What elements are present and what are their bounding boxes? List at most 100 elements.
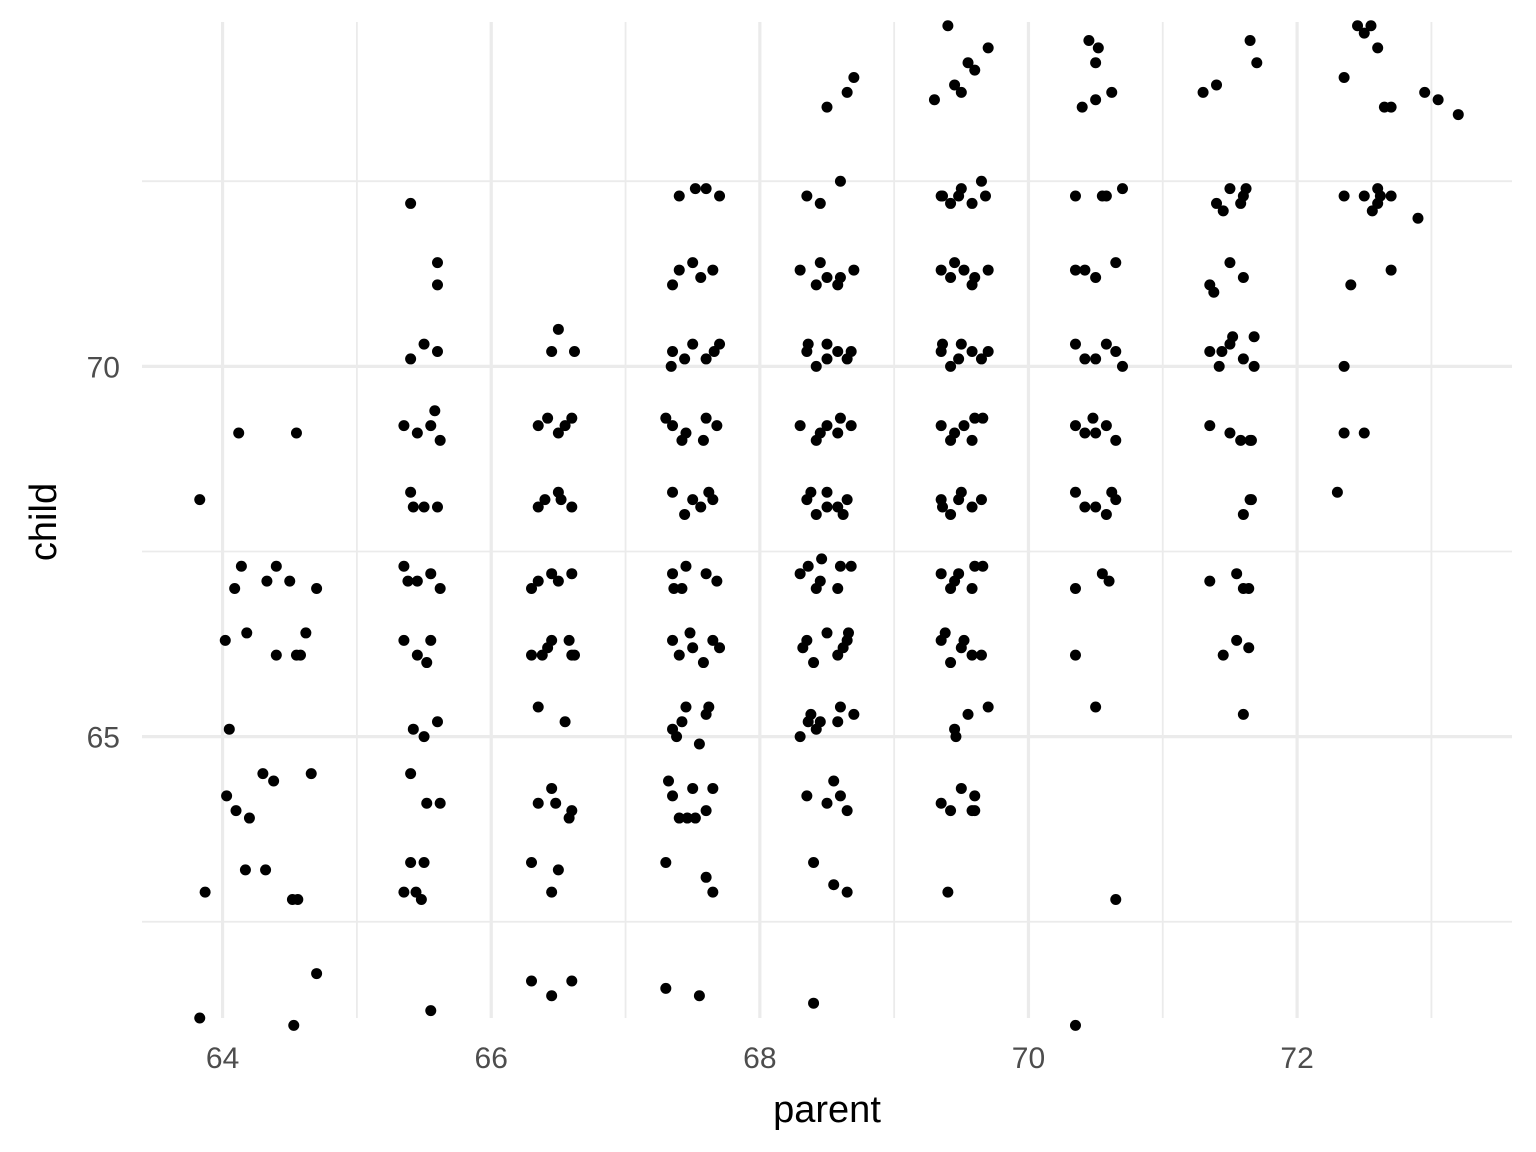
data-point: [689, 183, 701, 195]
data-point: [834, 412, 846, 424]
data-point: [841, 805, 853, 817]
data-point: [1069, 264, 1081, 276]
data-point: [526, 856, 538, 868]
data-point: [982, 42, 994, 54]
data-point: [1204, 420, 1216, 432]
data-point: [665, 360, 677, 372]
data-point: [821, 486, 833, 498]
data-point: [945, 582, 957, 594]
data-point: [1237, 271, 1249, 283]
data-point: [1385, 190, 1397, 202]
data-point: [953, 494, 965, 506]
data-point: [532, 575, 544, 587]
data-point: [1358, 427, 1370, 439]
data-point: [1243, 582, 1255, 594]
data-point: [687, 494, 699, 506]
data-point: [405, 856, 417, 868]
data-point: [1213, 360, 1225, 372]
data-point: [828, 775, 840, 787]
data-point: [821, 627, 833, 639]
data-point: [676, 582, 688, 594]
data-point: [1248, 331, 1260, 343]
data-point: [832, 346, 844, 358]
data-point: [982, 701, 994, 713]
data-point: [1110, 434, 1122, 446]
data-point: [1243, 642, 1255, 654]
data-point: [689, 812, 701, 824]
data-point: [680, 560, 692, 572]
data-point: [536, 649, 548, 661]
data-point: [975, 175, 987, 187]
data-point: [676, 716, 688, 728]
data-point: [955, 782, 967, 794]
data-point: [667, 568, 679, 580]
data-point: [239, 864, 251, 876]
major-gridlines: [142, 22, 1512, 1018]
data-point: [953, 190, 965, 202]
data-point: [532, 797, 544, 809]
data-point: [945, 197, 957, 209]
data-point: [1365, 20, 1377, 32]
data-point: [700, 353, 712, 365]
data-point: [292, 894, 304, 906]
data-point: [676, 434, 688, 446]
data-point: [950, 731, 962, 743]
data-point: [693, 738, 705, 750]
data-point: [945, 271, 957, 283]
data-point: [848, 708, 860, 720]
data-point: [979, 190, 991, 202]
data-point: [821, 101, 833, 113]
data-point: [1106, 86, 1118, 98]
data-point: [566, 568, 578, 580]
data-point: [1338, 427, 1350, 439]
data-point: [667, 279, 679, 291]
data-point: [966, 582, 978, 594]
data-point: [1100, 338, 1112, 350]
data-point: [668, 582, 680, 594]
data-point: [794, 568, 806, 580]
data-point: [270, 649, 282, 661]
data-point: [434, 434, 446, 446]
data-point: [810, 723, 822, 735]
data-point: [821, 338, 833, 350]
data-point: [284, 575, 296, 587]
data-point: [681, 812, 693, 824]
data-point: [398, 886, 410, 898]
data-point: [1231, 634, 1243, 646]
data-point: [1216, 346, 1228, 358]
data-point: [937, 338, 949, 350]
data-point: [714, 338, 726, 350]
data-point: [714, 642, 726, 654]
data-point: [1087, 412, 1099, 424]
x-tick-label: 68: [743, 1042, 776, 1075]
data-point: [1385, 264, 1397, 276]
data-point: [810, 279, 822, 291]
data-point: [700, 412, 712, 424]
data-point: [797, 642, 809, 654]
data-point: [221, 790, 233, 802]
data-point: [290, 427, 302, 439]
data-point: [1069, 190, 1081, 202]
data-point: [566, 975, 578, 987]
data-point: [697, 657, 709, 669]
data-point: [223, 723, 235, 735]
data-point: [700, 805, 712, 817]
data-point: [1096, 568, 1108, 580]
data-point: [832, 582, 844, 594]
data-point: [311, 968, 323, 980]
data-point: [434, 797, 446, 809]
data-point: [431, 279, 443, 291]
data-point: [821, 420, 833, 432]
data-point: [667, 420, 679, 432]
data-point: [563, 812, 575, 824]
data-point: [1083, 35, 1095, 47]
data-point: [711, 575, 723, 587]
data-point: [431, 257, 443, 269]
data-point: [1116, 183, 1128, 195]
data-point: [945, 657, 957, 669]
data-point: [1100, 420, 1112, 432]
data-point: [945, 360, 957, 372]
data-point: [1106, 486, 1118, 498]
data-point: [1197, 86, 1209, 98]
